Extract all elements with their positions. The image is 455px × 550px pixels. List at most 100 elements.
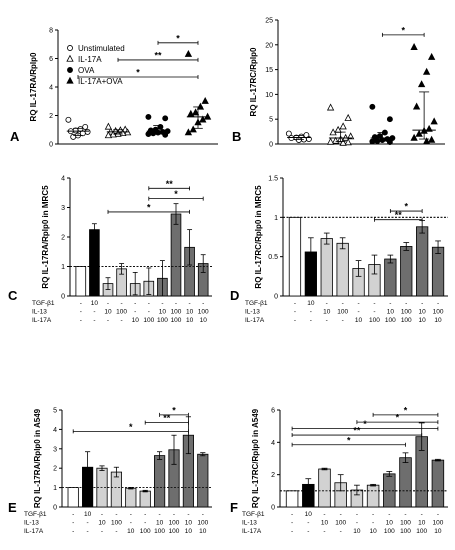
panel-D-row-value: 100: [337, 309, 348, 316]
panel-F-row-value: -: [356, 511, 358, 518]
panel-A-point: [184, 49, 193, 57]
panel-D-row-value: -: [373, 300, 375, 307]
panel-F-ytick-label: 0: [271, 505, 275, 512]
panel-E-row-label: IL-17A: [24, 528, 44, 535]
panel-D-row-value: 10: [419, 309, 427, 316]
panel-E-row-value: -: [130, 511, 132, 518]
panel-B-group: [369, 103, 396, 145]
panel-A-ytick-label: 6: [49, 56, 53, 63]
panel-D-bar: [416, 226, 429, 297]
panel-F-ytick-label: 2: [271, 472, 275, 479]
panel-C-bar: [89, 229, 100, 297]
panel-F-ylabel: RQ IL-17RC/Rplp0 in A549: [251, 408, 260, 508]
panel-E-row-label: IL-13: [24, 520, 39, 527]
panel-A-point: [199, 115, 207, 123]
panel-F-bar: [285, 490, 299, 508]
panel-A-ylabel: RQ IL-17RA/Rplp0: [29, 52, 38, 121]
panel-F-row-value: -: [340, 528, 342, 535]
panel-A-point: [66, 76, 74, 84]
panel-D-ytick-label: 0.5: [268, 254, 278, 261]
panel-A-sig-label: *: [136, 68, 140, 78]
panel-C-bar: [170, 213, 182, 297]
panel-F-condition-table: TGF-β1-10- - - - - - - -IL-13- -10 100- -10 100 10 10…: [242, 511, 444, 535]
panel-A-point: [104, 122, 113, 130]
panel-D-bar: [336, 242, 349, 297]
panel-D-ytick-label: 1.5: [268, 176, 278, 183]
panel-B-letter: B: [232, 129, 241, 144]
panel-E-ytick-label: 5: [53, 408, 57, 415]
panel-E-row-value: 10: [84, 511, 92, 518]
panel-B-point: [417, 80, 426, 88]
panel-C-row-value: 10: [132, 317, 140, 324]
panel-C-row-value: 100: [157, 317, 168, 324]
panel-D-condition-table: TGF-β1-10- - - - - - - -IL-13- -10 100- -10 100 10 10…: [245, 300, 444, 324]
panel-A-point: [191, 108, 200, 116]
panel-F-row-value: -: [291, 528, 293, 535]
panel-B-point: [326, 103, 335, 111]
panel-B-point: [326, 137, 335, 145]
panel-C-ylabel: RQ IL-17RA/Rplp0 in MRC5: [41, 185, 50, 289]
panel-F-row-value: 100: [384, 528, 395, 535]
panel-E-ytick-label: 0: [53, 505, 57, 512]
panel-B-point: [339, 122, 347, 130]
panel-D-bar: [288, 216, 302, 297]
panel-D-row-value: -: [389, 300, 391, 307]
panel-D-ytick-label: 0: [274, 294, 278, 301]
panel-F-bar: [431, 459, 445, 508]
panel-E-bar: [139, 490, 151, 508]
panel-E-row-label: TGF-β1: [24, 511, 47, 518]
panel-D-row-value: -: [326, 317, 328, 324]
panel-B-group: [326, 103, 355, 146]
panel-C-row-value: 100: [116, 309, 127, 316]
panel-F-row-value: 100: [400, 528, 411, 535]
panel-D-row-value: -: [405, 300, 407, 307]
panel-C-row-value: -: [80, 309, 82, 316]
panel-F-row-value: 10: [369, 528, 377, 535]
panel-C-row-value: 10: [186, 317, 194, 324]
panel-F-row-value: 100: [400, 520, 411, 527]
panel-B-point: [430, 117, 438, 125]
panel-F-row-value: 100: [432, 520, 443, 527]
panel-F-row-value: -: [388, 511, 390, 518]
panel-F-sig-label: *: [396, 413, 400, 423]
panel-B-point: [285, 130, 292, 137]
panel-F-row-value: -: [372, 511, 374, 518]
panel-B-point: [346, 132, 355, 140]
panel-A-sig-label: **: [154, 50, 162, 60]
panel-F-row-value: 100: [416, 528, 427, 535]
panel-A-legend: Unstimulated IL-17A OVA IL-17A+OVA: [66, 44, 125, 86]
panel-D-row-label: TGF-β1: [245, 300, 268, 307]
panel-D-row-label: IL-17A: [245, 317, 265, 324]
panel-B-point: [410, 133, 418, 141]
panel-A-point: [145, 131, 152, 137]
panel-C-row-value: 10: [186, 309, 194, 316]
panel-E-letter: E: [8, 500, 17, 515]
panel-B-point: [410, 43, 418, 50]
panel-F-row-value: 10: [305, 511, 313, 518]
panel-B-point: [334, 125, 342, 133]
panel-B-point: [369, 138, 376, 145]
panel-D-row-value: -: [326, 300, 328, 307]
panel-B-ytick-label: 25: [265, 18, 273, 25]
panel-F-row-value: -: [291, 511, 293, 518]
panel-D-row-value: -: [342, 317, 344, 324]
panel-F-bar: [383, 473, 396, 508]
panel-E-sig-label: *: [172, 405, 176, 415]
panel-F-sig-label: *: [404, 405, 408, 415]
panel-C-sig-label: *: [147, 202, 151, 212]
panel-C-row-value: -: [134, 300, 136, 307]
panel-B-ylabel: RQ IL-17RC/Rplp0: [249, 47, 258, 116]
panel-A-point: [203, 112, 212, 120]
panel-C-row-value: -: [161, 300, 163, 307]
panel-F-row-value: -: [323, 528, 325, 535]
panel-D-row-value: -: [437, 300, 439, 307]
panel-A-sig-label: *: [176, 33, 180, 43]
panel-E-ytick-label: 4: [53, 427, 57, 434]
panel-B-point: [415, 129, 423, 137]
panel-B-point: [427, 135, 436, 143]
panel-F-letter: F: [230, 500, 238, 515]
panel-E-row-value: -: [101, 528, 103, 535]
